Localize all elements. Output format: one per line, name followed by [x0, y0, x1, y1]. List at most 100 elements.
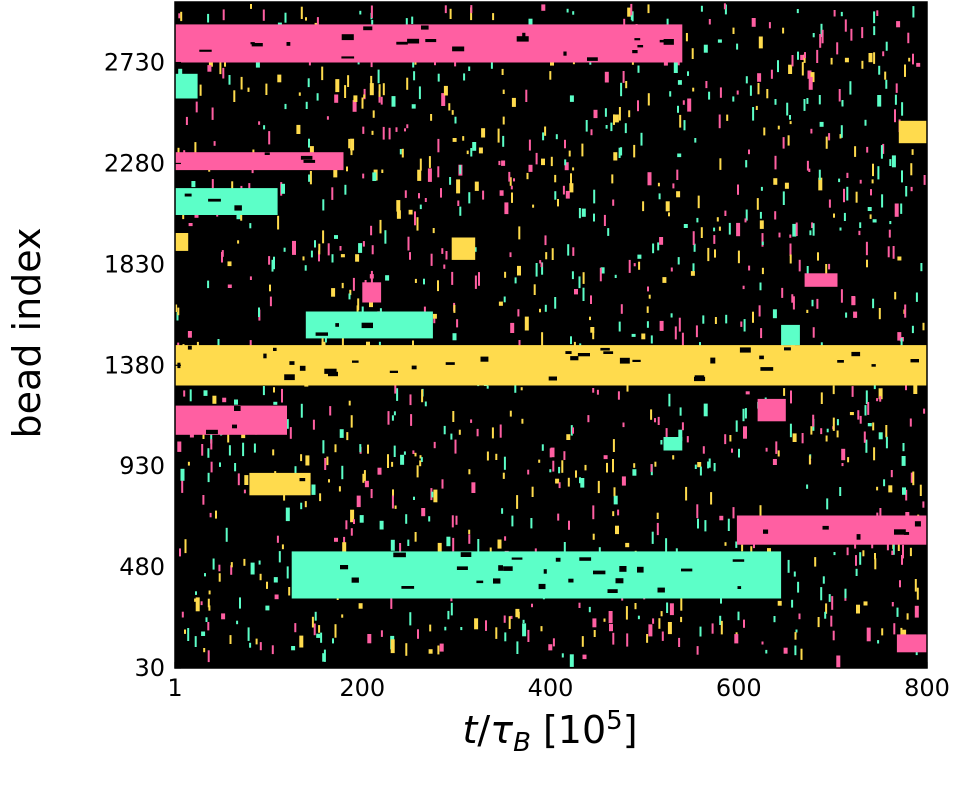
- contact-mark: [452, 138, 457, 142]
- contact-mark: [437, 73, 440, 82]
- contact-mark: [339, 429, 344, 438]
- contact-mark: [901, 170, 903, 183]
- contact-mark: [757, 73, 762, 82]
- contact-mark: [572, 427, 574, 434]
- contact-mark: [459, 165, 462, 174]
- contact-mark: [300, 403, 303, 418]
- contact-mark: [177, 342, 180, 347]
- contact-mark: [817, 617, 820, 628]
- contact-mark: [737, 250, 740, 264]
- contact-mark: [614, 114, 619, 123]
- contact-mark: [440, 188, 442, 198]
- domain-block: [451, 237, 476, 260]
- contact-mark: [219, 462, 221, 467]
- contact-mark: [249, 340, 252, 349]
- contact-mark: [774, 99, 777, 105]
- contact-mark: [211, 179, 214, 189]
- contact-mark: [396, 210, 401, 219]
- contact-mark: [423, 306, 426, 312]
- contact-mark: [820, 23, 823, 37]
- contact-mark: [743, 319, 746, 332]
- contact-mark: [825, 435, 828, 442]
- contact-mark: [300, 502, 303, 510]
- contact-mark: [478, 272, 480, 286]
- contact-mark: [841, 463, 844, 467]
- domain-block: [804, 273, 838, 287]
- contact-mark: [416, 465, 419, 478]
- contact-mark: [207, 622, 210, 631]
- contact-mark: [207, 448, 210, 458]
- contact-mark: [321, 66, 324, 81]
- contact-mark: [613, 114, 615, 125]
- contact-mark: [369, 302, 373, 308]
- contact-mark: [718, 226, 721, 231]
- contact-mark: [839, 134, 842, 139]
- contact-mark: [650, 464, 653, 472]
- contact-mark: [564, 162, 569, 171]
- contact-mark: [838, 178, 841, 183]
- contact-mark: [414, 211, 416, 226]
- contact-mark: [341, 334, 344, 347]
- contact-mark: [901, 456, 906, 466]
- contact-mark: [734, 634, 739, 644]
- contact-mark: [820, 392, 823, 404]
- contact-mark: [922, 501, 925, 508]
- domain-block: [362, 282, 382, 303]
- contact-mark: [222, 67, 225, 79]
- contact-mark: [578, 208, 581, 219]
- block-gap: [894, 529, 906, 535]
- contact-mark: [607, 228, 610, 236]
- contact-mark: [724, 434, 727, 445]
- contact-mark: [468, 192, 471, 204]
- contact-mark: [652, 618, 655, 624]
- contact-mark: [792, 433, 797, 442]
- contact-mark: [877, 166, 880, 180]
- contact-mark: [884, 71, 887, 80]
- contact-mark: [323, 649, 326, 662]
- block-gap: [522, 32, 526, 38]
- contact-mark: [571, 271, 574, 280]
- block-gap: [401, 586, 415, 589]
- block-gap: [603, 351, 614, 354]
- block-gap: [493, 578, 501, 584]
- contact-mark: [399, 149, 402, 155]
- contact-mark: [606, 462, 608, 473]
- contact-mark: [590, 327, 595, 333]
- contact-mark: [474, 181, 479, 191]
- contact-mark: [570, 425, 573, 436]
- contact-mark: [259, 642, 262, 651]
- contact-mark: [630, 3, 633, 17]
- contact-mark: [356, 305, 359, 316]
- contact-mark: [647, 286, 649, 292]
- contact-mark: [367, 444, 369, 454]
- block-gap: [206, 429, 218, 435]
- contact-mark: [378, 84, 381, 97]
- contact-mark: [880, 145, 883, 159]
- contact-mark: [326, 456, 329, 466]
- contact-mark: [503, 296, 506, 303]
- contact-mark: [515, 608, 520, 618]
- contact-mark: [511, 515, 514, 527]
- block-gap: [822, 525, 829, 530]
- contact-mark: [544, 235, 547, 246]
- contact-mark: [770, 69, 773, 79]
- block-gap: [299, 365, 306, 371]
- contact-mark: [225, 527, 228, 542]
- contact-mark: [593, 109, 598, 119]
- contact-mark: [575, 470, 577, 478]
- contact-mark: [660, 440, 663, 445]
- contact-mark: [840, 11, 843, 17]
- contact-mark: [208, 605, 211, 611]
- contact-mark: [631, 333, 636, 337]
- contact-mark: [791, 599, 794, 608]
- contact-mark: [789, 121, 792, 125]
- contact-mark: [558, 482, 561, 489]
- contact-mark: [300, 454, 303, 462]
- contact-mark: [412, 450, 415, 454]
- contact-mark: [661, 631, 664, 641]
- contact-mark: [564, 159, 567, 166]
- contact-mark: [377, 467, 382, 475]
- contact-mark: [396, 200, 401, 212]
- contact-mark: [856, 604, 860, 614]
- contact-mark: [697, 518, 699, 529]
